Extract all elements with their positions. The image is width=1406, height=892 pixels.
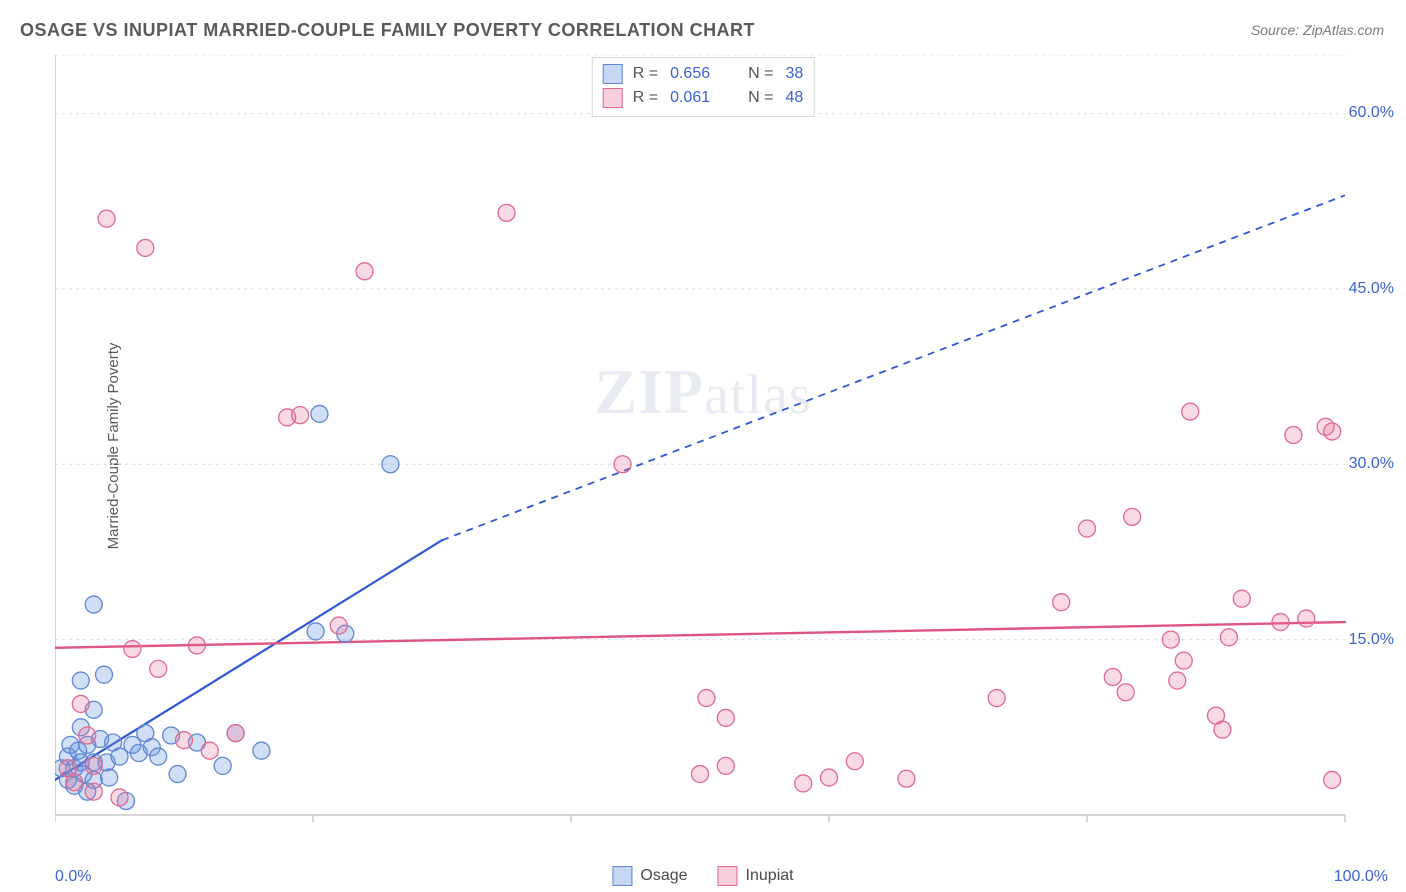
- legend-n-label: N =: [748, 65, 773, 83]
- legend-swatch-inupiat: [603, 88, 623, 108]
- legend-stats: R = 0.656 N = 38 R = 0.061 N = 48: [592, 57, 815, 117]
- legend-swatch-osage: [603, 64, 623, 84]
- legend-n-label: N =: [748, 89, 773, 107]
- legend-r-label: R =: [633, 65, 658, 83]
- legend-stats-row: R = 0.656 N = 38: [603, 62, 804, 86]
- legend-r-value: 0.656: [670, 65, 710, 83]
- y-tick-label: 30.0%: [1349, 455, 1394, 473]
- x-tick-min: 0.0%: [55, 868, 91, 886]
- legend-item-osage: Osage: [612, 866, 687, 886]
- legend-series: Osage Inupiat: [612, 866, 793, 886]
- x-tick-max: 100.0%: [1334, 868, 1388, 886]
- legend-stats-row: R = 0.061 N = 48: [603, 86, 804, 110]
- page-title: OSAGE VS INUPIAT MARRIED-COUPLE FAMILY P…: [20, 20, 755, 41]
- y-tick-label: 60.0%: [1349, 104, 1394, 122]
- legend-item-inupiat: Inupiat: [718, 866, 794, 886]
- legend-label: Inupiat: [746, 867, 794, 885]
- legend-r-value: 0.061: [670, 89, 710, 107]
- source-attribution: Source: ZipAtlas.com: [1251, 22, 1384, 38]
- y-tick-label: 45.0%: [1349, 280, 1394, 298]
- legend-swatch-inupiat: [718, 866, 738, 886]
- legend-swatch-osage: [612, 866, 632, 886]
- legend-n-value: 38: [785, 65, 803, 83]
- y-tick-label: 15.0%: [1349, 631, 1394, 649]
- scatter-chart: [55, 55, 1390, 845]
- legend-n-value: 48: [785, 89, 803, 107]
- chart-area: [55, 55, 1390, 845]
- legend-r-label: R =: [633, 89, 658, 107]
- legend-label: Osage: [640, 867, 687, 885]
